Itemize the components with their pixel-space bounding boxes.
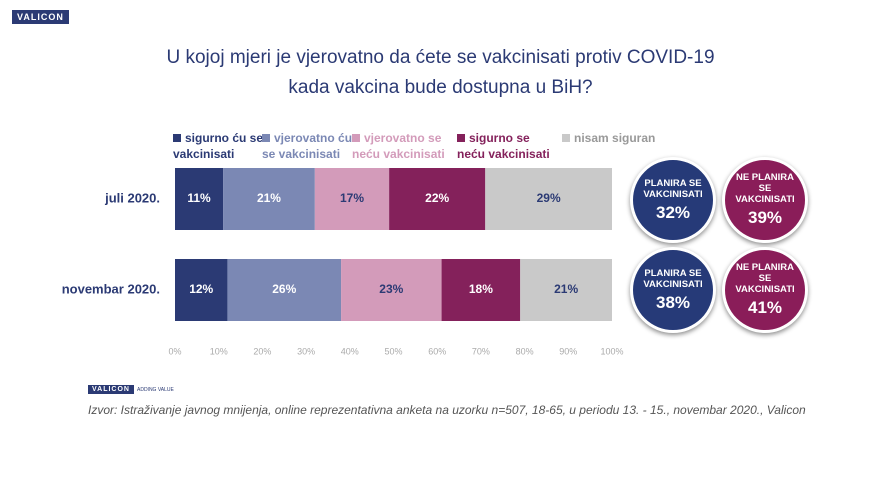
legend-item: vjerovatno ću se vakcinisati bbox=[262, 130, 362, 162]
legend-swatch bbox=[457, 134, 465, 142]
legend-label: vjerovatno se neću vakcinisati bbox=[352, 131, 445, 161]
bar-segment bbox=[175, 168, 224, 230]
bar-segment bbox=[227, 259, 342, 321]
bar-segment bbox=[341, 259, 442, 321]
x-tick-label: 10% bbox=[210, 346, 228, 356]
bar-segment bbox=[314, 168, 390, 230]
bar-segment bbox=[389, 168, 486, 230]
legend-swatch bbox=[262, 134, 270, 142]
x-tick-label: 90% bbox=[559, 346, 577, 356]
footer-logo: VALICON bbox=[88, 385, 134, 394]
value-label: 29% bbox=[537, 191, 561, 205]
value-label: 23% bbox=[379, 282, 403, 296]
bar-segment bbox=[175, 259, 228, 321]
total-circle: PLANIRA SE VAKCINISATI 32% bbox=[630, 157, 716, 243]
x-tick-label: 70% bbox=[472, 346, 490, 356]
legend-swatch bbox=[562, 134, 570, 142]
legend-label: vjerovatno ću se vakcinisati bbox=[262, 131, 353, 161]
value-label: 12% bbox=[189, 282, 213, 296]
total-circle: NE PLANIRA SE VAKCINISATI 39% bbox=[722, 157, 808, 243]
legend-item: sigurno ću se vakcinisati bbox=[173, 130, 273, 162]
footer-tagline: ADDING VALUE bbox=[137, 387, 174, 393]
bar-segment bbox=[223, 168, 315, 230]
x-tick-label: 60% bbox=[428, 346, 446, 356]
x-tick-label: 100% bbox=[600, 346, 623, 356]
total-circle: NE PLANIRA SE VAKCINISATI 41% bbox=[722, 247, 808, 333]
bar-segment bbox=[441, 259, 521, 321]
legend-swatch bbox=[352, 134, 360, 142]
x-tick-label: 20% bbox=[253, 346, 271, 356]
value-label: 11% bbox=[187, 191, 211, 205]
value-label: 17% bbox=[340, 191, 364, 205]
value-label: 18% bbox=[469, 282, 493, 296]
legend-label: sigurno se neću vakcinisati bbox=[457, 131, 550, 161]
x-tick-label: 0% bbox=[168, 346, 181, 356]
x-tick-label: 50% bbox=[384, 346, 402, 356]
total-value: 32% bbox=[655, 202, 691, 222]
total-value: 41% bbox=[747, 298, 783, 317]
category-label: novembar 2020. bbox=[62, 281, 160, 296]
total-label: NE PLANIRA SE VAKCINISATI bbox=[735, 172, 795, 205]
total-circle: PLANIRA SE VAKCINISATI 38% bbox=[630, 247, 716, 333]
value-label: 26% bbox=[272, 282, 296, 296]
bar-segment bbox=[485, 168, 612, 230]
chart-title: U kojoj mjeri je vjerovatno da ćete se v… bbox=[166, 47, 715, 68]
legend-label: nisam siguran bbox=[574, 131, 656, 145]
total-value: 38% bbox=[655, 292, 691, 312]
total-label: PLANIRA SE VAKCINISATI bbox=[643, 177, 703, 200]
logo: VALICON bbox=[12, 10, 69, 24]
legend-item: nisam siguran bbox=[562, 130, 662, 146]
legend-label: sigurno ću se vakcinisati bbox=[173, 131, 264, 161]
x-tick-label: 80% bbox=[516, 346, 534, 356]
legend-item: vjerovatno se neću vakcinisati bbox=[352, 130, 452, 162]
value-label: 21% bbox=[257, 191, 281, 205]
category-label: juli 2020. bbox=[104, 190, 160, 205]
value-label: 21% bbox=[554, 282, 578, 296]
chart-title: kada vakcina bude dostupna u BiH? bbox=[288, 77, 593, 98]
bar-segment bbox=[520, 259, 612, 321]
legend-swatch bbox=[173, 134, 181, 142]
value-label: 22% bbox=[425, 191, 449, 205]
total-label: PLANIRA SE VAKCINISATI bbox=[643, 267, 703, 290]
source: Izvor: Istraživanje javnog mnijenja, onl… bbox=[88, 403, 806, 417]
total-value: 39% bbox=[747, 208, 783, 227]
total-label: NE PLANIRA SE VAKCINISATI bbox=[735, 262, 795, 295]
x-tick-label: 30% bbox=[297, 346, 315, 356]
x-tick-label: 40% bbox=[341, 346, 359, 356]
legend-item: sigurno se neću vakcinisati bbox=[457, 130, 557, 162]
